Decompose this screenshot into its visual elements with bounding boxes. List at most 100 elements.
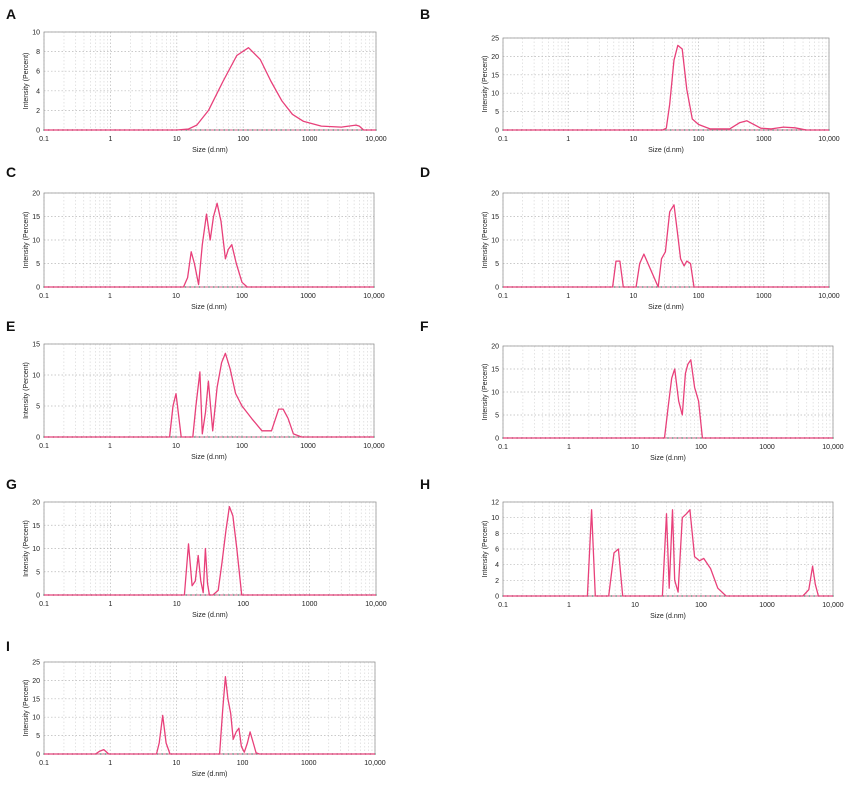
size-bin-marker [784, 437, 787, 439]
size-bin-marker [330, 286, 333, 288]
size-bin-marker [337, 129, 339, 131]
size-bin-marker [203, 436, 206, 438]
size-bin-marker [671, 437, 674, 439]
y-tick-label: 15 [32, 214, 40, 221]
y-tick-label: 0 [36, 285, 40, 292]
size-bin-marker [360, 594, 363, 596]
size-bin-marker [190, 594, 192, 596]
size-bin-marker [128, 594, 131, 596]
size-bin-marker [156, 594, 159, 596]
size-bin-marker [321, 436, 324, 438]
size-bin-marker [61, 286, 64, 288]
size-bin-marker [231, 286, 234, 288]
size-bin-marker [236, 436, 239, 438]
y-tick-label: 5 [36, 733, 40, 740]
size-bin-marker [828, 286, 830, 288]
size-bin-marker [368, 286, 371, 288]
size-bin-marker [316, 286, 319, 288]
x-axis-title: Size (d.nm) [191, 454, 227, 461]
size-bin-marker [351, 129, 354, 131]
size-bin-marker [228, 594, 230, 596]
size-bin-marker [242, 129, 245, 131]
size-bin-marker [753, 286, 756, 288]
size-bin-marker [255, 286, 258, 288]
size-bin-marker [744, 129, 747, 131]
size-bin-marker [147, 594, 150, 596]
x-tick-label: 1 [566, 136, 570, 143]
size-bin-marker [57, 594, 60, 596]
size-bin-marker [716, 286, 719, 288]
size-bin-marker [114, 594, 117, 596]
x-axis-title: Size (d.nm) [192, 612, 228, 619]
size-bin-marker [76, 129, 79, 131]
size-bin-marker [179, 436, 182, 438]
size-bin-marker [47, 436, 50, 438]
size-bin-marker [237, 594, 240, 596]
size-bin-marker [363, 286, 366, 288]
x-tick-label: 1000 [300, 293, 316, 300]
size-bin-marker [520, 437, 523, 439]
size-bin-marker [730, 286, 733, 288]
y-tick-label: 20 [491, 191, 499, 198]
size-bin-marker [109, 129, 112, 131]
size-bin-marker [275, 594, 278, 596]
size-bin-marker [637, 286, 639, 288]
size-bin-marker [814, 129, 816, 131]
size-bin-marker [113, 286, 116, 288]
size-bin-marker [241, 753, 244, 755]
size-bin-marker [662, 595, 665, 597]
size-bin-marker [375, 594, 377, 596]
size-bin-marker [266, 129, 268, 131]
size-bin-marker [345, 753, 348, 755]
size-bin-marker [615, 437, 618, 439]
size-bin-marker [137, 753, 140, 755]
size-bin-marker [534, 129, 537, 131]
size-bin-marker [297, 436, 300, 438]
size-bin-marker [748, 129, 751, 131]
size-bin-marker [316, 436, 319, 438]
size-bin-marker [766, 437, 768, 439]
y-tick-label: 15 [32, 696, 40, 703]
size-bin-marker [171, 129, 173, 131]
size-bin-marker [568, 437, 570, 439]
y-axis-title: Intensity (Percent) [23, 520, 30, 577]
size-bin-marker [318, 594, 320, 596]
y-tick-label: 4 [495, 562, 499, 569]
size-bin-marker [137, 129, 140, 131]
size-bin-marker [581, 129, 584, 131]
size-bin-marker [299, 129, 302, 131]
x-tick-label: 100 [237, 601, 249, 608]
y-tick-label: 0 [36, 593, 40, 600]
size-bin-marker [104, 286, 107, 288]
size-bin-marker [236, 286, 239, 288]
size-bin-marker [832, 437, 834, 439]
x-tick-label: 1 [108, 136, 112, 143]
size-bin-marker [175, 594, 178, 596]
size-bin-marker [142, 594, 145, 596]
y-tick-label: 8 [495, 531, 499, 538]
size-bin-marker [261, 129, 264, 131]
size-bin-marker [638, 437, 641, 439]
size-bin-marker [127, 286, 130, 288]
size-bin-marker [71, 436, 74, 438]
size-bin-marker [322, 129, 325, 131]
x-tick-label: 1000 [302, 601, 318, 608]
size-bin-marker [80, 286, 83, 288]
x-tick-label: 0.1 [498, 444, 508, 451]
size-bin-marker [804, 129, 807, 131]
size-bin-marker [189, 753, 192, 755]
size-bin-marker [758, 286, 761, 288]
size-bin-marker [618, 129, 621, 131]
size-bin-marker [530, 286, 532, 288]
size-bin-marker [544, 286, 546, 288]
intensity-curve-b [503, 44, 829, 131]
size-bin-marker [147, 129, 150, 131]
size-bin-marker [193, 286, 196, 288]
size-bin-marker [553, 595, 556, 597]
plot-frame [502, 192, 830, 288]
x-tick-label: 10,000 [365, 601, 387, 608]
size-bin-marker [822, 437, 825, 439]
size-bin-marker [222, 753, 225, 755]
size-bin-marker [344, 436, 347, 438]
size-bin-marker [308, 129, 311, 131]
